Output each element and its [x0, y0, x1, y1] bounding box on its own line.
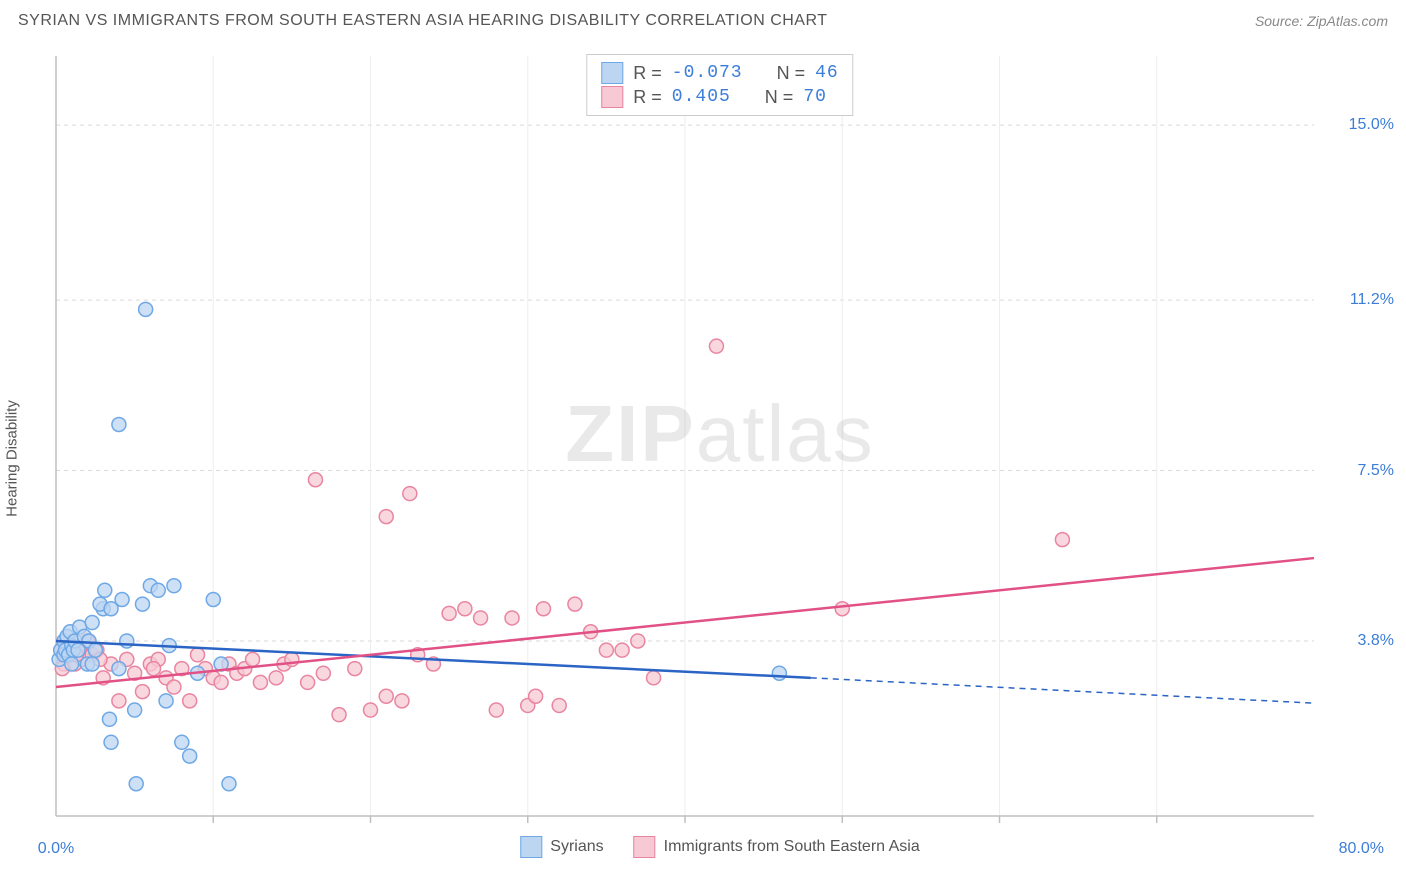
r-value: 0.405: [672, 87, 731, 107]
x-tick-label: 80.0%: [1339, 840, 1384, 858]
r-label: R =: [633, 87, 662, 108]
y-tick-label: 7.5%: [1358, 462, 1394, 480]
y-tick-label: 11.2%: [1350, 291, 1394, 309]
n-label: N =: [777, 63, 806, 84]
r-label: R =: [633, 63, 662, 84]
x-tick-label: 0.0%: [38, 840, 74, 858]
scatter-plot: [50, 50, 1390, 850]
y-axis-label: Hearing Disability: [4, 400, 21, 517]
chart-title: SYRIAN VS IMMIGRANTS FROM SOUTH EASTERN …: [18, 12, 828, 30]
bottom-legend: Syrians Immigrants from South Eastern Asi…: [520, 836, 919, 858]
header: SYRIAN VS IMMIGRANTS FROM SOUTH EASTERN …: [0, 0, 1406, 34]
legend-item: Immigrants from South Eastern Asia: [634, 836, 920, 858]
y-tick-label: 3.8%: [1358, 632, 1394, 650]
stats-row: R = -0.073 N = 46: [601, 62, 838, 84]
chart-area: Hearing Disability ZIPatlas R =-0.073N =…: [50, 50, 1390, 850]
source-label: Source: ZipAtlas.com: [1255, 13, 1388, 29]
n-label: N =: [765, 87, 794, 108]
legend-label: Syrians: [550, 838, 603, 856]
n-value: 46: [815, 63, 839, 83]
correlation-stats-box: R = -0.073 N = 46 R = 0.405 N = 70: [586, 54, 853, 116]
stats-row: R = 0.405 N = 70: [601, 86, 838, 108]
y-tick-label: 15.0%: [1349, 116, 1394, 134]
legend-item: Syrians: [520, 836, 603, 858]
legend-label: Immigrants from South Eastern Asia: [664, 838, 920, 856]
n-value: 70: [803, 87, 827, 107]
r-value: -0.073: [672, 63, 743, 83]
series-swatch: [601, 86, 623, 108]
series-swatch: [601, 62, 623, 84]
series-swatch: [520, 836, 542, 858]
series-swatch: [634, 836, 656, 858]
